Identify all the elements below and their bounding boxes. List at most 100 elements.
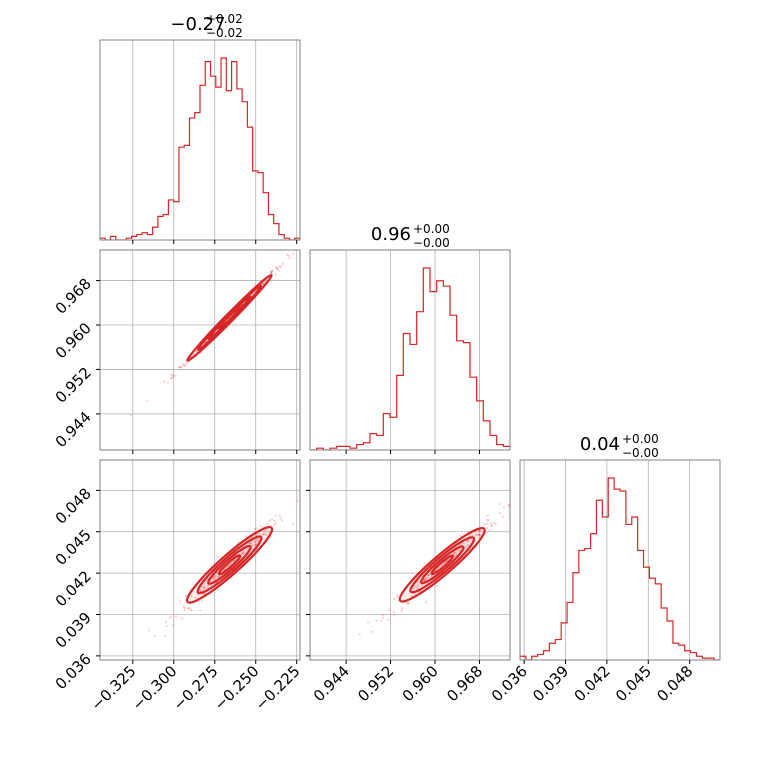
scatter-point [207,584,210,587]
scatter-point [424,600,428,604]
scatter-point [272,519,276,522]
scatter-point [227,564,230,567]
scatter-point [216,576,219,579]
scatter-point [417,580,420,583]
scatter-point [485,522,488,525]
scatter-point [177,365,180,368]
scatter-point [479,529,482,532]
scatter-point [406,602,410,605]
scatter-point [181,617,184,620]
scatter-point [184,358,188,361]
scatter-point [174,615,177,618]
scatter-point [271,269,274,272]
scatter-point [275,266,278,269]
scatter-point [467,539,470,543]
scatter-point [379,619,383,622]
scatter-point [201,593,204,596]
contour-0-1-3 [186,273,273,362]
scatter-point [478,534,481,537]
scatter-point [273,523,277,526]
scatter-point [276,267,279,270]
scatter-point [443,561,447,564]
scatter-point [179,366,182,369]
title-param-0: −0.27 [170,14,225,35]
scatter-point [453,551,456,555]
histogram-frame-0 [99,39,301,241]
scatter-point [261,283,264,286]
title-param-1-center: 0.96 [371,224,411,245]
scatter-point [165,620,168,624]
scatter-point [507,504,510,507]
scatter-point [241,552,244,555]
scatter-point [502,506,505,509]
contour-0-2-1 [207,544,252,585]
scatter-point [199,609,202,612]
scatter-bg-0-2 [100,460,300,660]
scatter-point [200,585,203,588]
scatter-point [199,590,203,593]
scatter-point [483,523,486,526]
scatter-point [456,549,459,552]
scatter-point [227,564,230,567]
scatter-point [274,273,278,276]
scatter-point [253,543,256,546]
scatter-point [249,541,252,545]
contour-0-2-0 [217,554,242,576]
scatter-point [214,575,217,578]
scatter-point [264,533,267,536]
scatter-point [247,546,250,549]
contour-1-2-0 [430,554,454,576]
scatter-point [441,563,444,567]
scatter-point [216,555,219,558]
scatter-point [387,608,390,612]
scatter-point [444,560,448,563]
scatter-point [184,593,187,597]
scatter-point [169,373,173,376]
scatter-point [435,584,438,588]
scatter-point [396,595,399,599]
scatter-point [486,518,490,521]
title-param-2-upper: +0.00 [622,432,659,446]
scatter-point [410,595,413,598]
scatter-point [501,515,504,518]
scatter-point [478,529,481,532]
scatter-point [393,614,396,617]
scatter-point [172,624,175,627]
scatter-point [241,552,244,555]
scatter-point [287,254,290,257]
scatter-point [485,527,489,530]
scatter-point [268,519,271,522]
scatter-point [198,589,202,592]
scatter-point [170,377,173,380]
scatter-point [166,381,169,384]
scatter-point [172,374,175,377]
scatter-point [490,523,493,527]
histogram-panel-1 [309,249,511,454]
title-param-2-center: 0.04 [580,434,620,455]
scatter-point [392,610,395,613]
scatter-point [270,270,273,274]
scatter-point [273,514,276,517]
scatter-point [463,547,467,550]
scatter-point [420,584,423,587]
scatter-point [462,542,465,545]
scatter-point [382,614,385,617]
scatter-point [261,533,264,536]
scatter-point [263,532,266,535]
scatter-point [493,521,496,524]
scatter-point [489,522,492,525]
scatter-point [129,414,132,417]
scatter-point [292,522,295,525]
histogram-line-2 [520,477,720,660]
scatter-point [255,527,258,530]
contour-1-2-3 [398,527,486,603]
scatter-point [212,576,215,579]
histogram-bg-2 [520,460,720,660]
scatter-point [266,531,269,534]
scatter-content-1-2 [358,502,510,636]
scatter-point [194,350,197,353]
scatter-point [241,552,244,555]
scatter-point [415,586,418,589]
